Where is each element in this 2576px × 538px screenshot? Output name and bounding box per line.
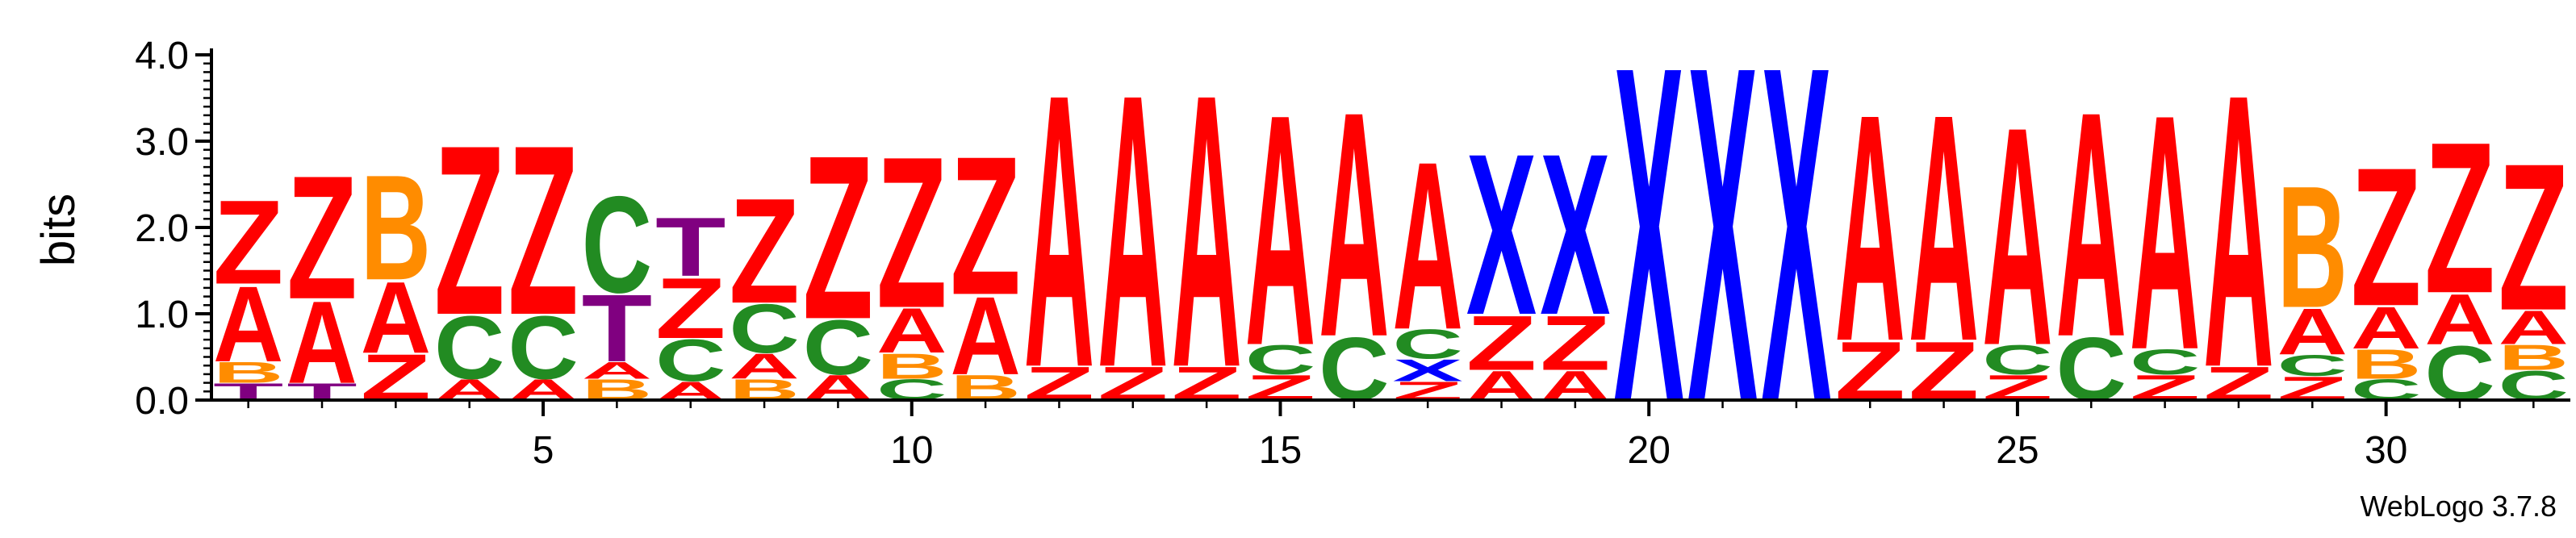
logo-letter-c-pos-6: C [582,169,652,322]
logo-letter-a-pos-1: A [213,265,283,385]
logo-letter-a-pos-14: A [1171,13,1241,449]
logo-letter-x-pos-21: X [1687,0,1758,503]
logo-letter-a-pos-16: A [1319,46,1389,404]
logo-letter-b-pos-30: B [2351,340,2421,387]
logo-letter-z-pos-30: Z [2351,126,2421,348]
logo-letter-a-pos-32: A [2499,301,2569,354]
logo-letter-a-pos-28: A [2203,13,2273,449]
logo-letter-z-pos-19: Z [1540,299,1610,386]
logo-letter-z-pos-4: Z [434,94,504,365]
logo-letter-c-pos-25: C [1982,336,2052,383]
logo-letter-c-pos-17: C [1393,321,1463,368]
logo-letter-z-pos-8: Z [729,168,799,335]
y-tick-label: 3.0 [135,121,189,164]
logo-letter-z-pos-9: Z [803,107,873,368]
logo-letter-a-pos-25: A [1982,62,2052,411]
logo-letter-a-pos-10: A [876,295,947,366]
logo-letter-a-pos-24: A [1909,47,1979,408]
logo-letter-a-pos-29: A [2277,295,2348,369]
y-tick-label: 4.0 [135,35,189,77]
logo-letter-t-pos-7: T [655,201,726,294]
logo-letter-c-pos-5: C [508,298,578,398]
logo-letter-a-pos-26: A [2056,46,2126,404]
logo-letter-b-pos-32: B [2499,337,2569,377]
logo-letter-x-pos-22: X [1761,0,1832,503]
logo-letter-a-pos-3: A [361,261,431,375]
weblogo-credit: WebLogo 3.7.8 [2360,490,2557,523]
y-tick-label: 0.0 [135,380,189,423]
logo-letter-a-pos-12: A [1024,13,1094,449]
logo-letter-a-pos-27: A [2130,45,2200,419]
logo-letter-z-pos-5: Z [508,94,578,365]
logo-letter-z-pos-1: Z [213,175,283,309]
axes: 0.0 1.0 2.0 3.0 4.0 5 10 15 20 25 30 [135,35,2570,472]
x-tick-label: 20 [1628,429,1671,472]
logo-letter-z-pos-2: Z [286,140,357,336]
logo-letter-a-pos-8: A [729,346,799,386]
x-tick-label: 10 [890,429,933,472]
logo-letter-a-pos-11: A [950,273,1020,398]
logo-letter-b-pos-29: B [2277,151,2348,344]
logo-letter-z-pos-18: Z [1466,299,1537,386]
logo-letter-x-pos-19: X [1540,106,1610,364]
logo-letter-x-pos-17: X [1393,353,1463,388]
logo-letter-c-pos-29: C [2277,348,2348,382]
logo-letter-c-pos-9: C [803,304,873,391]
logo-letter-z-pos-10: Z [876,113,947,353]
logo-letter-x-pos-20: X [1614,0,1685,503]
logo-letter-c-pos-7: C [655,327,726,394]
x-tick-label: 30 [2365,429,2407,472]
logo-letter-a-pos-6: A [582,357,652,383]
logo-letter-a-pos-31: A [2424,279,2494,360]
logo-letter-a-pos-15: A [1245,45,1315,414]
logo-letter-b-pos-1: B [213,356,283,390]
logo-letter-z-pos-32: Z [2499,120,2569,354]
logo-letter-c-pos-15: C [1245,336,1315,383]
logo-letter-c-pos-4: C [434,298,504,398]
x-tick-label: 25 [1996,429,2039,472]
logo-letter-a-pos-17: A [1393,113,1463,380]
y-axis-title: bits [32,194,85,266]
logo-glyphs: TBAZTAZZABACZACZBATCACZTBACZACZCBAZBAZZA… [213,0,2569,503]
logo-letter-a-pos-23: A [1835,47,1905,408]
logo-letter-a-pos-2: A [286,277,357,408]
logo-letter-b-pos-10: B [876,346,947,386]
y-tick-label: 2.0 [135,207,189,250]
logo-letter-c-pos-27: C [2130,342,2200,382]
logo-letter-z-pos-31: Z [2424,98,2494,339]
x-tick-label: 15 [1259,429,1302,472]
logo-letter-c-pos-8: C [729,290,799,368]
logo-letter-z-pos-11: Z [950,115,1020,336]
logo-letter-a-pos-13: A [1098,13,1168,449]
x-tick-label: 5 [533,429,554,472]
logo-letter-z-pos-7: Z [655,260,726,356]
logo-letter-t-pos-6: T [582,274,652,382]
logo-letter-b-pos-3: B [361,144,431,311]
logo-letter-x-pos-18: X [1466,106,1537,364]
logo-letter-a-pos-30: A [2351,294,2421,361]
y-tick-label: 1.0 [135,294,189,336]
